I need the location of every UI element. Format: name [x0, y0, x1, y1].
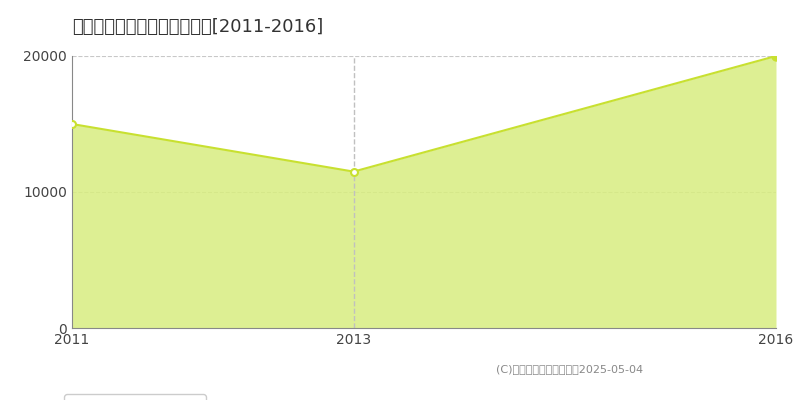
Text: (C)土地価格ドットコム　2025-05-04: (C)土地価格ドットコム 2025-05-04 [496, 364, 643, 374]
Legend: 農地価格　平均坪単価(円/坪): 農地価格 平均坪単価(円/坪) [64, 394, 206, 400]
Text: 野々市市新庄　農地価格推移[2011-2016]: 野々市市新庄 農地価格推移[2011-2016] [72, 18, 323, 36]
